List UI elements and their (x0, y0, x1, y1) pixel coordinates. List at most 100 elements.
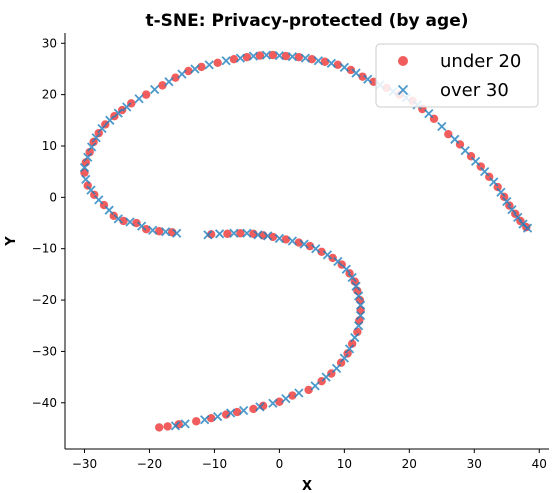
y-tick-label: 30 (42, 36, 57, 50)
data-point-over-30 (268, 398, 278, 408)
data-point-over-30 (522, 223, 533, 233)
data-point-over-30 (355, 300, 366, 310)
data-point-over-30 (253, 230, 263, 240)
data-point-over-30 (255, 402, 265, 412)
legend: under 20 over 30 (375, 43, 539, 108)
data-point-under-20 (499, 192, 509, 202)
data-point-over-30 (161, 227, 171, 237)
y-tick-label: 0 (49, 190, 57, 204)
x-tick-label: 30 (467, 457, 482, 471)
data-point-over-30 (355, 310, 366, 321)
chart-title: t-SNE: Privacy-protected (by age) (145, 11, 468, 31)
data-point-under-20 (343, 349, 352, 358)
data-point-over-30 (294, 388, 304, 398)
data-point-over-30 (470, 156, 481, 167)
data-point-over-30 (341, 264, 351, 274)
data-point-over-30 (450, 134, 460, 144)
data-point-over-30 (125, 217, 135, 227)
data-point-over-30 (79, 162, 90, 173)
data-point-over-30 (242, 228, 252, 238)
data-point-over-30 (214, 229, 225, 239)
data-point-over-30 (203, 230, 213, 240)
data-point-over-30 (172, 228, 182, 238)
data-point-over-30 (177, 69, 187, 79)
data-point-over-30 (229, 228, 239, 238)
data-point-under-20 (223, 229, 232, 239)
legend-marker-over-30 (397, 84, 409, 96)
series-over-30 (79, 50, 533, 431)
data-point-under-20 (333, 60, 343, 70)
data-point-under-20 (142, 90, 151, 99)
data-point-under-20 (346, 65, 356, 75)
data-point-over-30 (239, 405, 249, 416)
data-point-over-30 (190, 64, 200, 74)
data-point-under-20 (197, 62, 206, 72)
x-axis: −30 −20 −10 0 10 20 30 40 (65, 448, 549, 471)
data-point-over-30 (347, 272, 357, 283)
data-point-over-30 (351, 281, 361, 291)
data-point-under-20 (236, 229, 245, 238)
x-axis-label: X (302, 479, 312, 493)
data-point-over-30 (322, 250, 333, 260)
plot-area (79, 50, 533, 432)
data-point-over-30 (437, 121, 447, 132)
data-point-under-20 (83, 181, 92, 190)
legend-marker-under-20 (398, 56, 408, 66)
data-point-over-30 (344, 344, 355, 354)
legend-box (375, 43, 539, 108)
data-point-over-30 (86, 142, 97, 152)
data-point-over-30 (287, 51, 298, 62)
data-point-over-30 (86, 185, 96, 195)
x-tick-label: −20 (137, 457, 162, 471)
data-point-over-30 (94, 195, 104, 205)
data-point-under-20 (213, 58, 222, 67)
data-point-over-30 (170, 421, 181, 431)
data-point-over-30 (363, 74, 373, 84)
y-tick-label: −10 (32, 242, 57, 256)
data-point-over-30 (148, 225, 158, 235)
y-tick-label: −40 (32, 396, 57, 410)
data-point-over-30 (213, 412, 223, 422)
data-point-over-30 (200, 415, 210, 425)
data-point-over-30 (460, 145, 470, 156)
data-point-over-30 (221, 56, 231, 66)
data-point-over-30 (105, 115, 115, 125)
data-point-under-20 (444, 129, 453, 139)
series-under-20 (80, 50, 531, 432)
data-point-over-30 (311, 244, 321, 254)
data-point-over-30 (204, 60, 214, 70)
x-tick-label: 20 (402, 457, 417, 471)
data-point-under-20 (304, 385, 313, 395)
data-point-over-30 (502, 196, 512, 207)
data-point-under-20 (206, 413, 216, 423)
data-point-over-30 (480, 167, 490, 177)
data-point-over-30 (137, 221, 147, 231)
x-tick-label: 0 (276, 457, 284, 471)
data-point-over-30 (424, 108, 434, 119)
data-point-under-20 (171, 73, 180, 82)
data-point-over-30 (97, 123, 107, 134)
data-point-over-30 (287, 236, 298, 246)
data-point-over-30 (164, 77, 174, 87)
data-point-over-30 (274, 50, 285, 61)
data-point-under-20 (328, 253, 337, 263)
data-point-over-30 (113, 214, 123, 224)
data-point-over-30 (261, 50, 272, 60)
data-point-over-30 (113, 108, 123, 118)
y-axis-label: Y (4, 236, 19, 247)
data-point-under-20 (155, 423, 164, 432)
data-point-over-30 (339, 353, 349, 363)
legend-label-over-30: over 30 (440, 80, 509, 101)
y-axis: −40 −30 −20 −10 0 10 20 30 (32, 33, 66, 449)
data-point-over-30 (122, 102, 132, 112)
data-point-under-20 (163, 422, 172, 431)
data-point-over-30 (263, 231, 273, 241)
data-point-under-20 (505, 201, 514, 210)
x-tick-label: −30 (72, 457, 97, 471)
data-point-over-30 (104, 205, 114, 215)
data-point-over-30 (331, 363, 342, 374)
data-point-over-30 (300, 53, 311, 63)
data-point-under-20 (184, 66, 193, 76)
data-point-over-30 (326, 58, 336, 68)
